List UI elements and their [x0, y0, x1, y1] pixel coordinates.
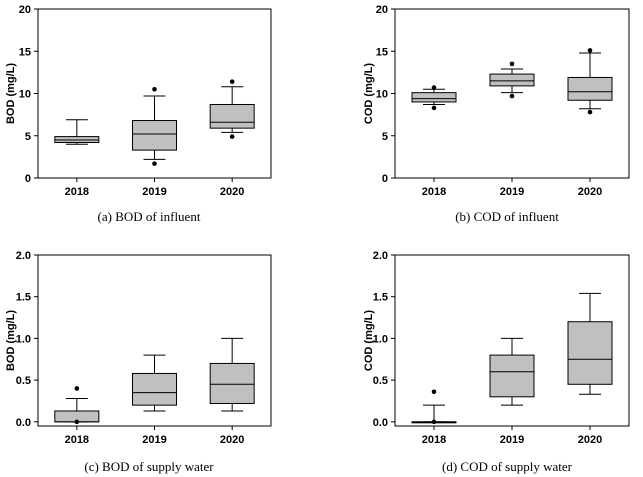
panel-caption: (d) COD of supply water: [442, 459, 573, 474]
y-tick-label: 15: [19, 46, 31, 58]
box-iqr: [132, 120, 177, 151]
y-tick-label: 2.0: [16, 250, 31, 262]
x-tick-label: 2018: [422, 186, 446, 198]
outlier-point: [152, 161, 157, 166]
panel-d: 0.0 0.5 1.0 1.5 2.0 COD (mg/L) 2018 2019 2020 (d)…: [363, 250, 630, 474]
panel-a: 0 5 10 15 20 BOD (mg/L) 2018 2019 2020 (a) BOD of…: [5, 4, 272, 224]
y-axis-label: BOD (mg/L): [5, 310, 17, 371]
x-tick-label: 2020: [578, 434, 602, 446]
y-tick-label: 20: [376, 4, 388, 16]
box-iqr: [209, 103, 255, 129]
y-tick-label: 0.0: [16, 417, 31, 429]
outlier-point: [74, 419, 80, 425]
y-axis-label: COD (mg/L): [363, 310, 375, 371]
box-iqr: [489, 354, 535, 398]
outlier-point: [431, 419, 437, 425]
panel-caption: (c) BOD of supply water: [84, 459, 214, 474]
outlier-point: [431, 105, 437, 111]
x-tick-label: 2018: [65, 186, 89, 198]
y-tick-label: 5: [382, 131, 388, 143]
y-tick-label: 0: [382, 173, 388, 185]
outlier-point: [74, 386, 80, 391]
outlier-point: [229, 79, 235, 84]
outlier-point: [587, 109, 593, 115]
y-tick-label: 15: [376, 46, 388, 58]
box-iqr: [567, 321, 613, 385]
x-tick-label: 2018: [65, 434, 89, 446]
outlier-point: [431, 85, 437, 90]
x-tick-label: 2018: [422, 434, 446, 446]
outlier-point: [229, 134, 235, 139]
y-tick-label: 0.5: [373, 375, 388, 387]
x-tick-label: 2020: [220, 186, 244, 198]
outlier-point: [509, 93, 515, 99]
box-iqr: [567, 76, 613, 101]
panel-c: 0.0 0.5 1.0 1.5 2.0 BOD (mg/L) 2018 2019 2020 (c)…: [5, 250, 272, 474]
y-tick-label: 10: [376, 89, 388, 101]
x-tick-label: 2019: [500, 434, 524, 446]
y-axis-label: BOD (mg/L): [5, 63, 17, 124]
x-tick-label: 2019: [142, 186, 166, 198]
x-tick-label: 2019: [500, 186, 524, 198]
box-iqr: [209, 362, 255, 404]
panel-b: 0 5 10 15 20 COD (mg/L) 2018 2019 2020 (b) COD of…: [363, 4, 630, 224]
y-tick-label: 0.0: [373, 417, 388, 429]
outlier-point: [587, 48, 593, 53]
y-tick-label: 1.5: [16, 292, 31, 304]
y-tick-label: 10: [19, 89, 31, 101]
outlier-point: [431, 389, 437, 395]
y-tick-label: 20: [19, 4, 31, 16]
box-iqr: [489, 73, 535, 87]
outlier-point: [152, 86, 157, 92]
y-tick-label: 5: [25, 131, 31, 143]
panel-caption: (a) BOD of influent: [98, 209, 201, 224]
y-tick-label: 2.0: [373, 250, 388, 262]
x-tick-label: 2020: [220, 434, 244, 446]
x-tick-label: 2019: [142, 434, 166, 446]
outlier-point: [509, 61, 515, 67]
y-tick-label: 0: [25, 173, 31, 185]
y-tick-label: 1.5: [373, 292, 388, 304]
y-tick-label: 1.0: [16, 333, 31, 345]
y-tick-label: 1.0: [373, 333, 388, 345]
box-iqr: [411, 92, 457, 103]
box-iqr: [132, 372, 177, 406]
x-tick-label: 2020: [578, 186, 602, 198]
y-tick-label: 0.5: [16, 375, 31, 387]
y-axis-label: COD (mg/L): [363, 63, 375, 124]
panel-caption: (b) COD of influent: [455, 209, 559, 224]
